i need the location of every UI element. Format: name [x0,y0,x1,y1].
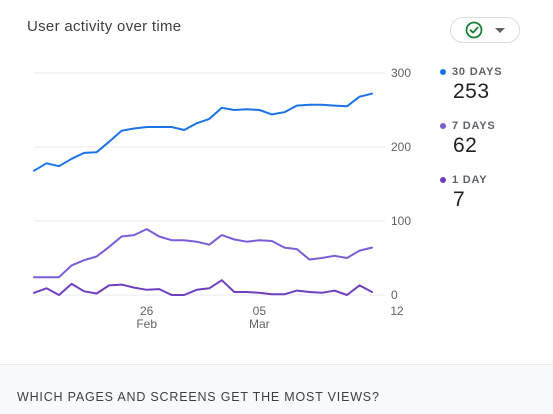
y-tick-label: 300 [391,66,411,80]
caret-down-icon [495,27,505,33]
series-line-1-day [33,279,373,296]
legend-dot-1-day [440,177,446,183]
y-tick-label: 0 [391,288,398,302]
check-circle-icon [465,21,483,39]
series-line-30-days [33,92,373,172]
legend-item-30-days: 30 DAYS 253 [440,66,550,104]
legend-label-1-day: 1 DAY [452,174,488,186]
y-tick-label: 200 [391,140,411,154]
x-tick-label: 26 [140,304,154,318]
legend: 30 DAYS 253 7 DAYS 62 1 DAY 7 [440,66,550,228]
section-title: WHICH PAGES AND SCREENS GET THE MOST VIE… [17,390,380,404]
activity-line-chart: 300200100026Feb05Mar1219 [33,66,411,331]
legend-item-1-day: 1 DAY 7 [440,174,550,212]
legend-dot-7-days [440,123,446,129]
legend-value-7-days: 62 [453,134,478,157]
legend-dot-30-days [440,69,446,75]
legend-label-30-days: 30 DAYS [452,66,503,78]
series-line-7-days [33,228,373,279]
legend-label-7-days: 7 DAYS [452,120,496,132]
legend-item-7-days: 7 DAYS 62 [440,120,550,158]
y-tick-label: 100 [391,214,411,228]
status-dropdown[interactable] [450,17,520,43]
x-tick-month-label: Mar [249,317,270,331]
card-title: User activity over time [27,18,182,35]
x-tick-label: 12 [390,304,404,318]
x-tick-label: 05 [253,304,267,318]
x-tick-month-label: Feb [136,317,157,331]
section-header: WHICH PAGES AND SCREENS GET THE MOST VIE… [0,364,553,414]
legend-value-30-days: 253 [453,80,490,103]
legend-value-1-day: 7 [453,188,466,211]
